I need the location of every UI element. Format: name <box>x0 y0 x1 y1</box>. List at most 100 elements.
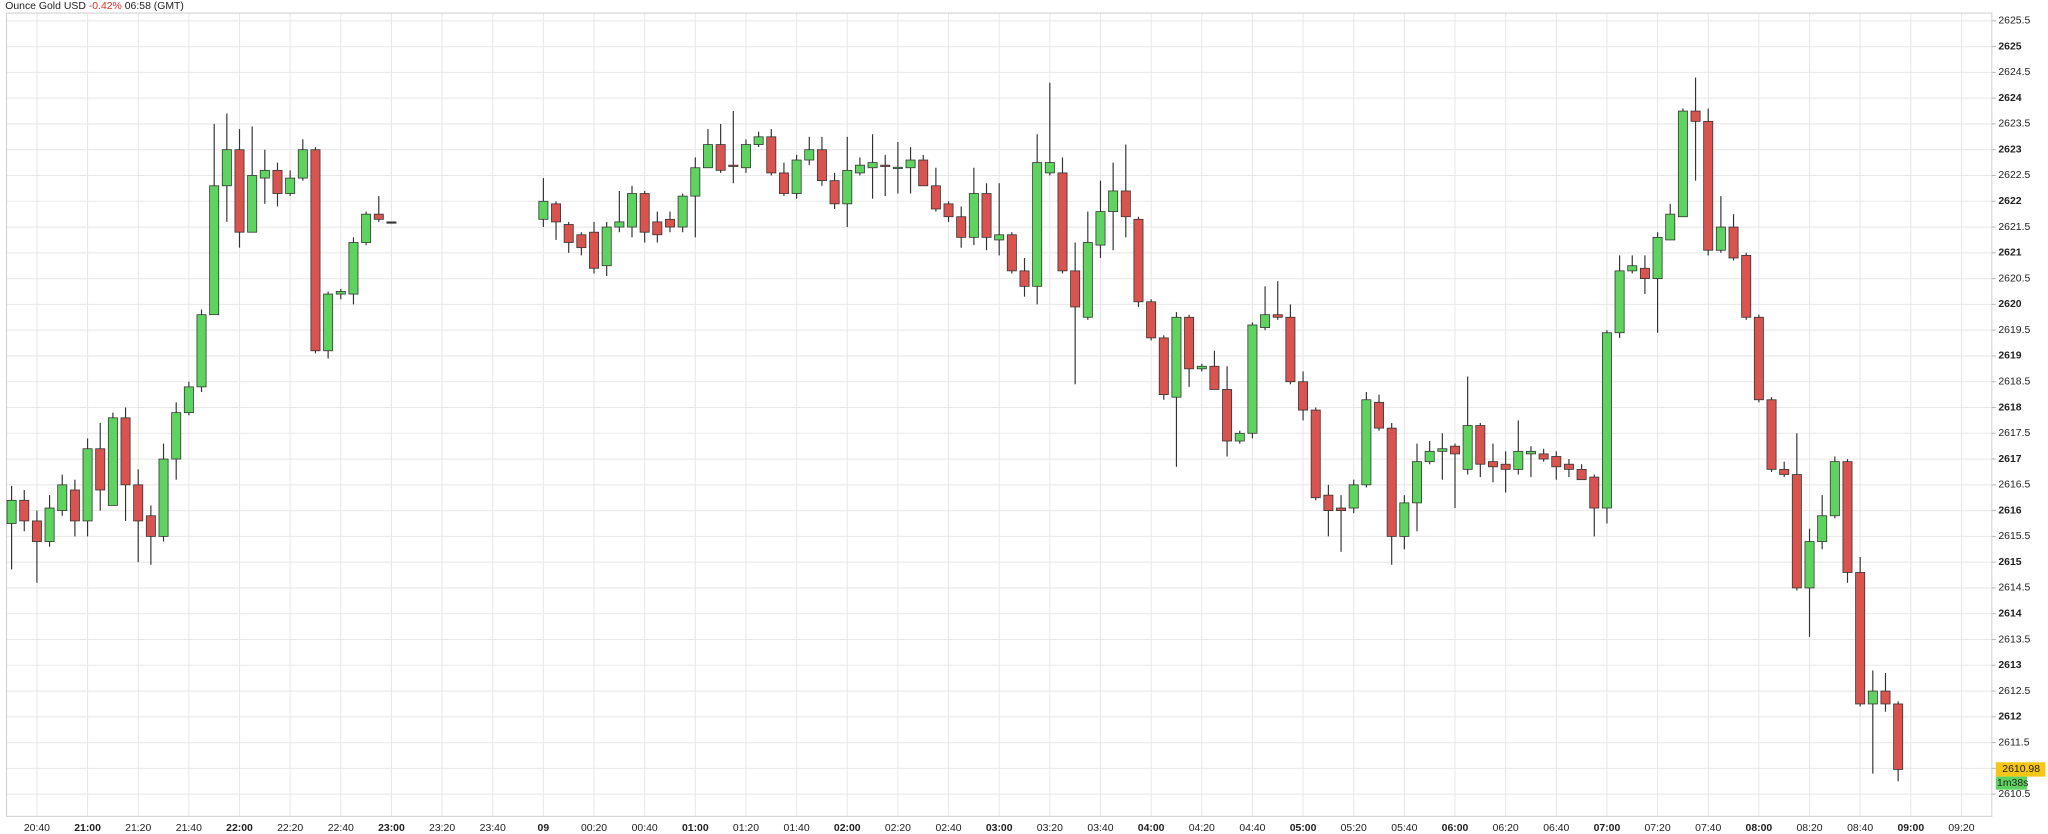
candle-body <box>1133 218 1144 303</box>
x-tick-label: 04:00 <box>1138 823 1165 834</box>
candle-body <box>196 314 207 388</box>
x-tick-label: 00:20 <box>581 823 607 834</box>
x-tick-label: 04:40 <box>1239 823 1265 834</box>
y-tick-label: 2612 <box>1998 712 2021 723</box>
candle-body <box>956 216 967 238</box>
x-tick-label: 09:20 <box>1948 823 1974 834</box>
candle-body <box>703 144 713 169</box>
candle-body <box>1171 316 1182 398</box>
candle-body <box>1082 242 1093 318</box>
candle-body <box>1222 389 1233 442</box>
candle-body <box>221 149 232 187</box>
candle-body <box>310 149 321 352</box>
x-tick-label: 20:40 <box>24 823 50 834</box>
x-tick-label: 07:40 <box>1695 823 1721 834</box>
candle-body <box>614 221 625 228</box>
last-price-badge <box>1995 762 2046 777</box>
candle-body <box>1044 162 1055 174</box>
candle-body <box>1108 190 1119 212</box>
y-tick-label: 2619.5 <box>1998 325 2030 336</box>
candle-body <box>1614 270 1625 334</box>
y-tick-label: 2611.5 <box>1998 737 2029 748</box>
candle-body <box>1209 365 1220 390</box>
candle-body <box>766 136 777 174</box>
candle-body <box>1741 255 1752 318</box>
x-tick-label: 03:40 <box>1087 823 1113 834</box>
y-tick-label: 2623 <box>1998 144 2021 155</box>
x-tick-label: 01:00 <box>682 823 709 834</box>
candle-body <box>1500 463 1511 470</box>
candle-body <box>1690 110 1701 122</box>
candle-body <box>133 484 144 522</box>
candle-body <box>1652 236 1663 279</box>
y-tick-label: 2618 <box>1998 402 2021 413</box>
x-tick-label: 06:00 <box>1442 823 1469 834</box>
candle-body <box>386 221 397 224</box>
candle-body <box>1196 365 1207 370</box>
candle-body <box>589 231 599 269</box>
x-tick-label: 09:00 <box>1897 823 1924 834</box>
x-tick-label: 05:20 <box>1341 823 1367 834</box>
candle-body <box>563 224 574 243</box>
candle-body <box>183 386 194 414</box>
candle-body <box>1234 432 1245 442</box>
candle-body <box>627 193 637 228</box>
candle-body <box>171 412 182 460</box>
candle-body <box>1639 267 1650 279</box>
x-tick-label: 08:20 <box>1796 823 1822 834</box>
y-tick-label: 2615 <box>1998 557 2021 568</box>
candle-body <box>1323 494 1334 512</box>
plot-frame <box>6 12 1993 817</box>
x-tick-label: 03:00 <box>986 823 1013 834</box>
candle-body <box>551 203 561 223</box>
x-tick-label: 06:40 <box>1543 823 1569 834</box>
candle-body <box>373 213 384 220</box>
candle-body <box>259 169 270 179</box>
candle-body <box>665 218 675 228</box>
last-price-label: 2610.98 <box>2002 764 2040 775</box>
y-tick-label: 2625.5 <box>1998 16 2030 27</box>
y-tick-label: 2613 <box>1998 660 2021 671</box>
candle-body <box>1804 541 1815 589</box>
candle-body <box>981 193 992 238</box>
y-tick-label: 2616.5 <box>1998 480 2030 491</box>
candle-body <box>1753 316 1764 401</box>
y-tick-label: 2620.5 <box>1998 273 2030 284</box>
x-tick-label: 23:40 <box>480 823 506 834</box>
candle-body <box>1374 401 1384 429</box>
candle-body <box>82 448 93 522</box>
candle-body <box>6 499 17 524</box>
candle-body <box>57 484 68 512</box>
candle-body <box>31 520 42 542</box>
y-tick-label: 2621 <box>1998 248 2021 259</box>
candle-body <box>1247 324 1258 434</box>
candle-body <box>1677 110 1688 218</box>
candle-body <box>1538 453 1549 460</box>
y-tick-label: 2610.5 <box>1998 789 2030 800</box>
candle-body <box>918 159 929 187</box>
candle-body <box>1260 314 1271 328</box>
x-tick-label: 01:20 <box>733 823 759 834</box>
candle-body <box>1462 425 1473 470</box>
candle-body <box>19 499 30 522</box>
candle-body <box>740 144 751 169</box>
candle-body <box>1006 234 1017 272</box>
candle-body <box>829 180 840 205</box>
candle-body <box>95 448 106 491</box>
candle-body <box>69 489 80 522</box>
x-tick-label: 08:40 <box>1847 823 1873 834</box>
candle-body <box>1070 270 1081 308</box>
candle-body <box>677 195 688 228</box>
candle-body <box>1336 507 1347 512</box>
candle-body <box>1589 476 1600 509</box>
x-tick-label: 21:40 <box>176 823 202 834</box>
candle-body <box>1386 427 1397 537</box>
y-tick-label: 2622.5 <box>1998 170 2030 181</box>
x-tick-label: 02:00 <box>834 823 861 834</box>
candle-body <box>335 291 346 295</box>
candle-body <box>1817 515 1828 542</box>
candle-body <box>107 417 118 506</box>
